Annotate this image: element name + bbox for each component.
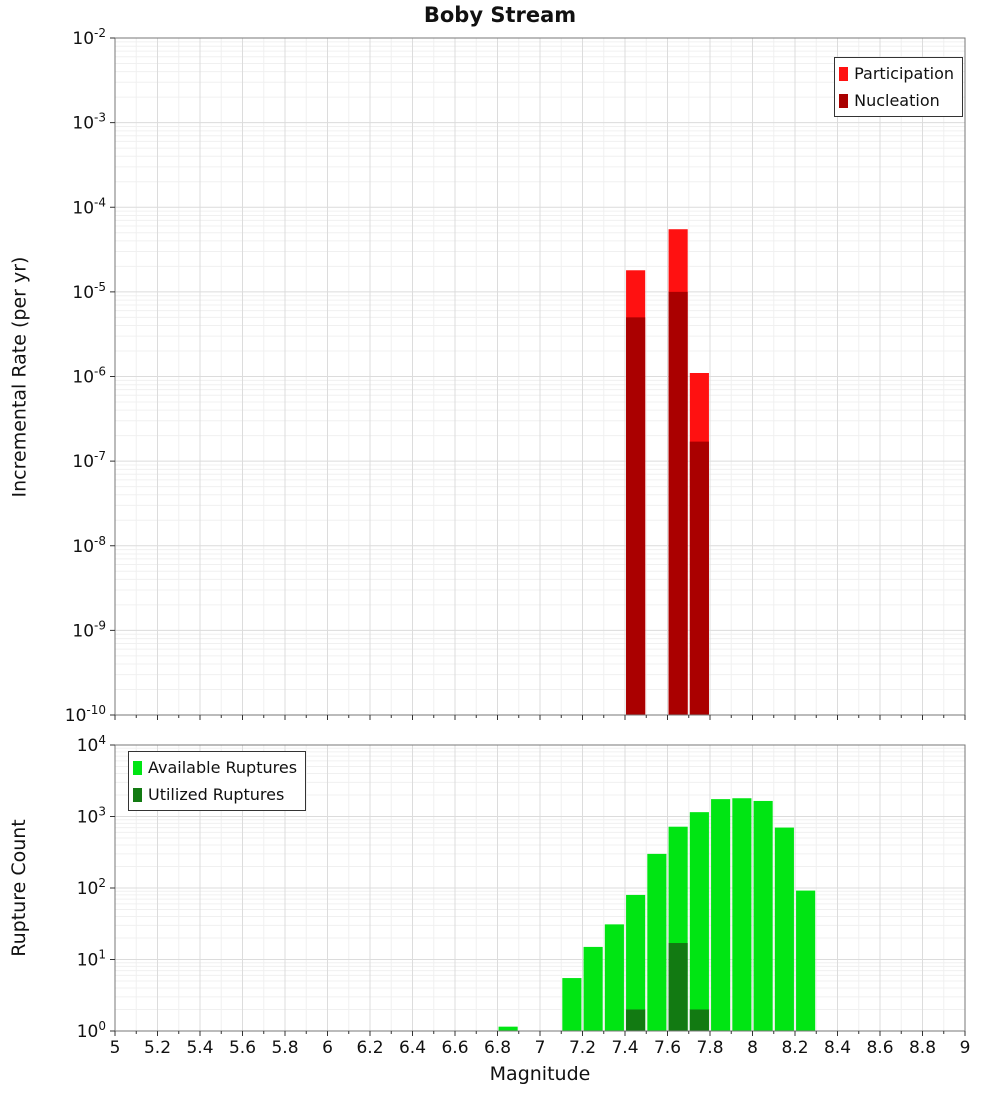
bottom-plot-ytick-label: 103 <box>77 805 106 828</box>
bottom-plot-hgrid-major <box>115 816 965 960</box>
utilized-ruptures-label: Utilized Ruptures <box>148 785 285 804</box>
utilized-ruptures-bar <box>668 943 688 1031</box>
available-ruptures-swatch <box>133 760 142 775</box>
top-plot-ytick-label: 10-10 <box>65 703 106 726</box>
top-plot-hgrid-major <box>115 122 965 631</box>
bottom-plot-xtick-label: 8 <box>747 1038 758 1058</box>
nucleation-swatch <box>839 93 849 108</box>
bottom-plot-xtick-label: 7.4 <box>611 1038 638 1058</box>
chart-title: Boby Stream <box>423 3 577 27</box>
bottom-plot-xtick-label: 8.6 <box>866 1038 893 1058</box>
participation-label: Participation <box>854 64 954 83</box>
available-ruptures-bar <box>583 946 603 1031</box>
bottom-plot-xtick-label: 7.8 <box>696 1038 723 1058</box>
legend-item-utilized-ruptures: Utilized Ruptures <box>133 781 297 808</box>
legend-item-available-ruptures: Available Ruptures <box>133 754 297 781</box>
top-plot-ytick-label: 10-4 <box>72 195 106 218</box>
bottom-plot-xtick-label: 5 <box>110 1038 121 1058</box>
bottom-plot-xtick-label: 6.6 <box>441 1038 468 1058</box>
nucleation-label: Nucleation <box>854 91 940 110</box>
xlabel: Magnitude <box>489 1063 591 1085</box>
bottom-plot-xtick-label: 7.6 <box>654 1038 681 1058</box>
legend-item-nucleation: Nucleation <box>839 87 954 114</box>
bottom-plot-xtick-label: 9 <box>960 1038 971 1058</box>
bottom-plot-ytick-label: 104 <box>77 733 106 756</box>
top-plot-ticks <box>110 37 966 720</box>
available-ruptures-bar <box>753 800 773 1031</box>
bottom-plot-xtick-labels: 5 5.2 5.4 5.6 5.8 6 6.2 6.4 6.6 6.8 7 7.2 7.4 7.6 7.8 8… <box>110 1038 971 1058</box>
utilized-ruptures-bar <box>626 1009 646 1031</box>
participation-swatch <box>839 66 849 81</box>
bottom-plot-xtick-label: 7.2 <box>569 1038 596 1058</box>
available-ruptures-bar <box>732 798 752 1031</box>
bottom-plot-xtick-label: 6.8 <box>484 1038 511 1058</box>
bottom-plot-ytick-label: 101 <box>77 948 106 971</box>
bottom-plot-xtick-label: 6.4 <box>399 1038 426 1058</box>
available-ruptures-bar <box>689 812 709 1031</box>
bottom-plot-ytick-label: 100 <box>77 1019 106 1042</box>
top-plot-ytick-label: 10-3 <box>72 111 106 134</box>
bottom-plot-xtick-label: 5.4 <box>186 1038 213 1058</box>
nucleation-bar <box>626 317 646 715</box>
top-plot-ytick-label: 10-6 <box>72 365 106 388</box>
available-ruptures-bar <box>498 1026 518 1031</box>
nucleation-bar <box>668 291 688 715</box>
legend-top: Participation Nucleation <box>834 57 963 117</box>
available-ruptures-bar <box>796 890 816 1031</box>
bottom-plot-xtick-label: 5.6 <box>229 1038 256 1058</box>
top-plot-ytick-label: 10-7 <box>72 449 106 472</box>
bottom-plot-ytick-labels: 104 103 102 101 100 <box>77 733 106 1042</box>
bottom-plot-xtick-label: 5.2 <box>144 1038 171 1058</box>
bottom-plot-ytick-label: 102 <box>77 876 106 899</box>
available-ruptures-bar <box>774 827 794 1031</box>
top-plot-ytick-label: 10-5 <box>72 280 106 303</box>
utilized-ruptures-bars <box>626 943 709 1031</box>
top-plot-ytick-label: 10-9 <box>72 618 106 641</box>
bottom-plot-xtick-label: 6.2 <box>356 1038 383 1058</box>
bottom-plot-ticks <box>110 744 966 1036</box>
legend-bottom: Available Ruptures Utilized Ruptures <box>128 751 307 811</box>
available-ruptures-label: Available Ruptures <box>148 758 298 777</box>
available-ruptures-bars <box>498 798 816 1031</box>
utilized-ruptures-bar <box>689 1009 709 1031</box>
legend-item-participation: Participation <box>839 60 954 87</box>
utilized-ruptures-swatch <box>133 787 142 802</box>
top-plot-ytick-labels: 10-2 10-3 10-4 10-5 10-6 10-7 10-8 10-9 10-10 <box>65 26 106 726</box>
bottom-plot-xtick-label: 7 <box>535 1038 546 1058</box>
available-ruptures-bar <box>711 799 731 1031</box>
top-plot: 10-2 10-3 10-4 10-5 10-6 10-7 10-8 10-9 10-10 <box>65 26 966 726</box>
top-plot-ytick-label: 10-8 <box>72 534 106 557</box>
bottom-plot-xtick-label: 8.4 <box>824 1038 851 1058</box>
bottom-plot-xtick-label: 6 <box>322 1038 333 1058</box>
bottom-plot-xtick-label: 5.8 <box>271 1038 298 1058</box>
top-plot-ytick-label: 10-2 <box>72 26 106 49</box>
available-ruptures-bar <box>626 894 646 1031</box>
nucleation-bar <box>689 441 709 715</box>
nucleation-bars <box>626 291 709 715</box>
bottom-plot-xtick-label: 8.2 <box>781 1038 808 1058</box>
available-ruptures-bar <box>562 978 582 1031</box>
available-ruptures-bar <box>604 924 624 1031</box>
bottom-plot-xtick-label: 8.8 <box>909 1038 936 1058</box>
available-ruptures-bar <box>647 853 667 1031</box>
